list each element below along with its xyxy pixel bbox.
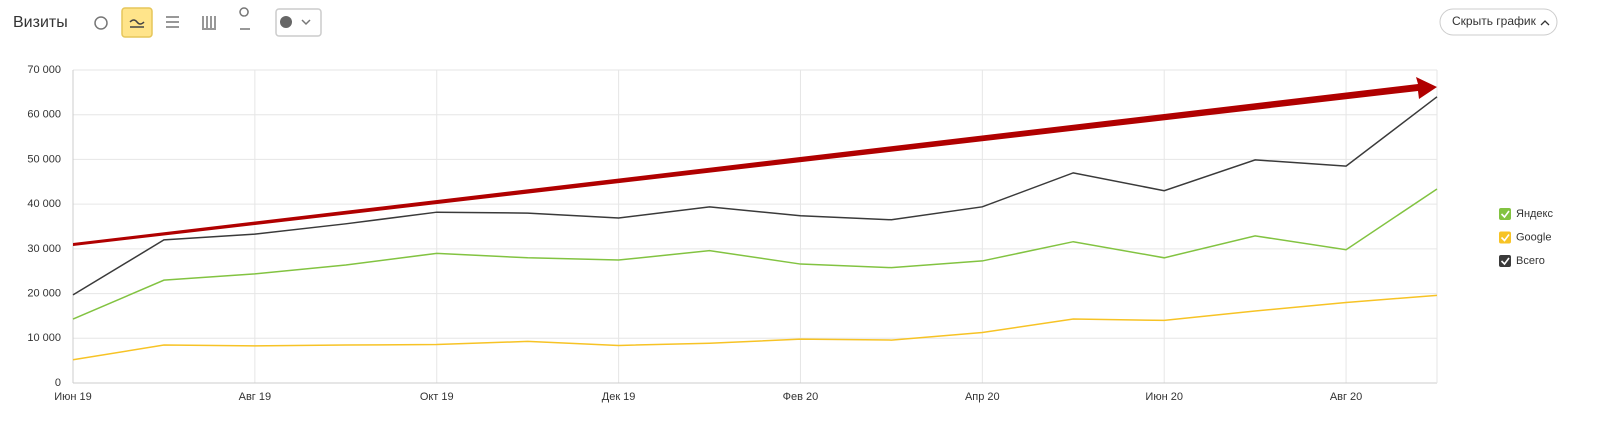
y-tick-label: 30 000 (27, 243, 61, 255)
x-tick-label: Июн 20 (1145, 391, 1183, 403)
y-tick-label: 0 (55, 377, 61, 389)
legend-label: Google (1516, 231, 1551, 243)
legend-label: Всего (1516, 255, 1545, 267)
toolbar (94, 7, 322, 38)
y-tick-label: 10 000 (27, 332, 61, 344)
line-icon (129, 19, 145, 28)
legend-label: Яндекс (1516, 208, 1553, 220)
legend-check (1500, 210, 1510, 219)
x-tick-label: Апр 20 (965, 391, 1000, 403)
series-line (72, 96, 1438, 296)
legend-check (1500, 257, 1510, 266)
y-tick-label: 20 000 (27, 287, 61, 299)
pie-icon[interactable] (94, 16, 108, 30)
y-tick-label: 50 000 (27, 153, 61, 165)
legend-check (1500, 234, 1510, 242)
y-tick-label: 40 000 (27, 198, 61, 210)
legend-checkbox[interactable] (1499, 231, 1511, 244)
x-tick-label: Фев 20 (783, 391, 819, 403)
hide-chart-label: Скрыть график (1452, 14, 1537, 28)
y-tick-label: 70 000 (27, 64, 61, 76)
notes-icon (280, 16, 292, 28)
map-icon[interactable] (239, 7, 250, 30)
x-tick-label: Окт 19 (420, 391, 454, 403)
series-line (72, 188, 1438, 320)
x-tick-label: Дек 19 (602, 391, 636, 403)
trend-arrow (73, 77, 1437, 246)
plot: 0 10 000 20 000 30 000 40 000 50 000 60 000 70 … (27, 64, 1438, 403)
page-title: Визиты (13, 14, 68, 31)
hide-chart-button[interactable] (1439, 8, 1558, 36)
chevron-icon (1540, 20, 1550, 26)
bar-icon[interactable] (202, 16, 216, 30)
series-line (72, 294, 1438, 361)
area-icon[interactable] (166, 16, 179, 28)
x-tick-label: Июн 19 (54, 391, 92, 403)
x-tick-label: Авг 19 (239, 391, 271, 403)
dropdown-icon (301, 19, 311, 26)
legend-checkbox[interactable] (1499, 208, 1511, 220)
legend-checkbox[interactable] (1499, 255, 1511, 267)
x-tick-label: Авг 20 (1330, 391, 1362, 403)
notes-button[interactable] (275, 8, 322, 37)
y-tick-label: 60 000 (27, 109, 61, 121)
